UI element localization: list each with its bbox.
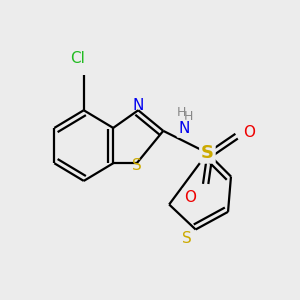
Text: O: O — [243, 125, 255, 140]
Text: S: S — [132, 158, 142, 173]
Text: N: N — [133, 98, 144, 113]
Text: H: H — [177, 106, 186, 119]
Text: Cl: Cl — [70, 51, 85, 66]
Text: S: S — [182, 231, 192, 246]
Text: O: O — [184, 190, 196, 205]
Text: H: H — [184, 110, 193, 123]
Text: N: N — [178, 121, 190, 136]
Text: S: S — [201, 144, 214, 162]
